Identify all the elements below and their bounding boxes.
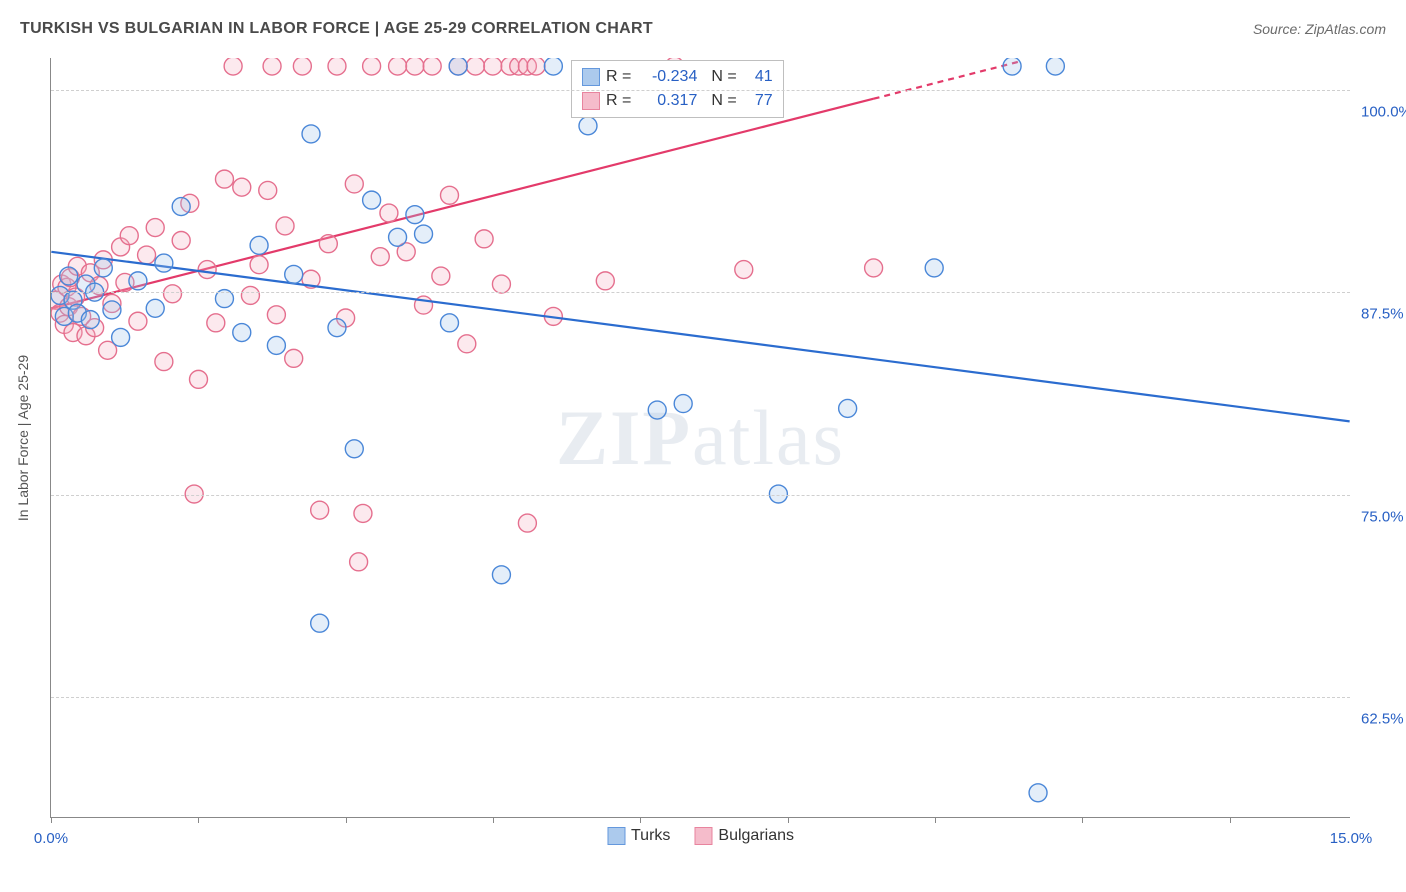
- swatch-bulgarians: [694, 827, 712, 845]
- plot-area: In Labor Force | Age 25-29 ZIPatlas R = …: [50, 58, 1350, 818]
- legend-item-turks: Turks: [607, 827, 670, 845]
- correlation-legend: R = -0.234 N = 41 R = 0.317 N = 77: [571, 60, 784, 118]
- chart-container: TURKISH VS BULGARIAN IN LABOR FORCE | AG…: [0, 0, 1406, 892]
- y-tick-label: 87.5%: [1361, 306, 1404, 323]
- legend-label-turks: Turks: [631, 827, 670, 845]
- y-tick-label: 75.0%: [1361, 508, 1404, 525]
- legend-row-turks: R = -0.234 N = 41: [582, 65, 773, 89]
- bulgarians-r-value: 0.317: [637, 92, 697, 110]
- gridline-h: [51, 90, 1350, 91]
- source-prefix: Source:: [1253, 21, 1305, 37]
- y-axis-label: In Labor Force | Age 25-29: [15, 354, 31, 520]
- n-label: N =: [711, 68, 736, 86]
- legend-row-bulgarians: R = 0.317 N = 77: [582, 89, 773, 113]
- scatter-svg-layer: [51, 58, 1350, 817]
- x-tick: [640, 817, 641, 823]
- x-tick: [51, 817, 52, 823]
- turks-n-value: 41: [743, 68, 773, 86]
- legend-item-bulgarians: Bulgarians: [694, 827, 794, 845]
- swatch-turks: [607, 827, 625, 845]
- x-tick: [1230, 817, 1231, 823]
- gridline-h: [51, 697, 1350, 698]
- series-legend: Turks Bulgarians: [607, 827, 794, 845]
- chart-title: TURKISH VS BULGARIAN IN LABOR FORCE | AG…: [20, 20, 653, 38]
- y-tick-label: 62.5%: [1361, 710, 1404, 727]
- source-label: Source: ZipAtlas.com: [1253, 21, 1386, 37]
- x-tick: [198, 817, 199, 823]
- y-tick-label: 100.0%: [1361, 104, 1406, 121]
- source-name: ZipAtlas.com: [1305, 21, 1386, 37]
- r-label: R =: [606, 68, 631, 86]
- swatch-turks: [582, 68, 600, 86]
- x-tick: [935, 817, 936, 823]
- watermark: ZIPatlas: [556, 393, 845, 483]
- x-tick: [1082, 817, 1083, 823]
- turks-r-value: -0.234: [637, 68, 697, 86]
- n-label: N =: [711, 92, 736, 110]
- x-tick: [493, 817, 494, 823]
- bulgarians-n-value: 77: [743, 92, 773, 110]
- x-tick: [788, 817, 789, 823]
- swatch-bulgarians: [582, 92, 600, 110]
- r-label: R =: [606, 92, 631, 110]
- x-tick-label: 0.0%: [34, 830, 68, 847]
- title-bar: TURKISH VS BULGARIAN IN LABOR FORCE | AG…: [20, 20, 1386, 38]
- legend-label-bulgarians: Bulgarians: [718, 827, 794, 845]
- x-tick-label: 15.0%: [1330, 830, 1373, 847]
- x-tick: [346, 817, 347, 823]
- gridline-h: [51, 292, 1350, 293]
- gridline-h: [51, 495, 1350, 496]
